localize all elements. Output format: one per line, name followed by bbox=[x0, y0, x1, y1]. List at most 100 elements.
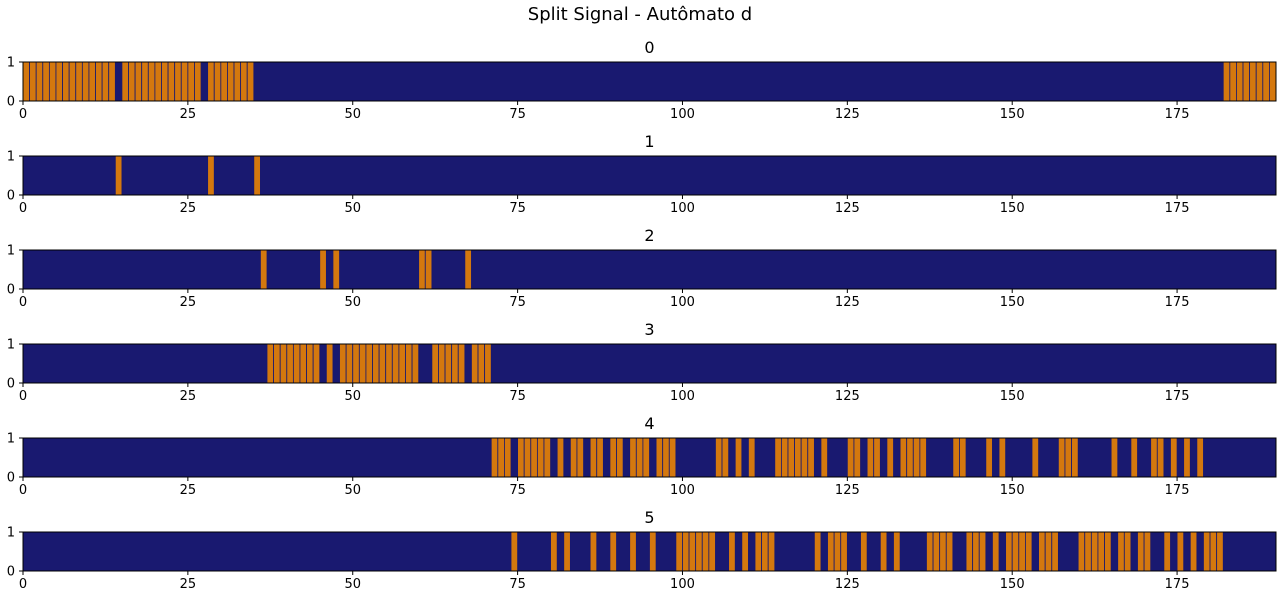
y-tick-label: 0 bbox=[7, 95, 15, 110]
x-tick-label: 150 bbox=[1000, 201, 1025, 216]
pulse-bar bbox=[411, 343, 420, 384]
x-tick-label: 175 bbox=[1165, 483, 1190, 498]
pulse-bar bbox=[879, 531, 888, 572]
panel-title: 2 bbox=[644, 226, 654, 245]
pulse-bar bbox=[1064, 437, 1072, 478]
pulse-bar bbox=[569, 437, 578, 478]
pulse-bar bbox=[675, 531, 683, 572]
pulse-bar bbox=[866, 437, 875, 478]
pulse-bar bbox=[385, 343, 393, 384]
pulse-bar bbox=[207, 61, 215, 102]
pulse-bar bbox=[1163, 531, 1171, 572]
pulse-bar bbox=[886, 437, 894, 478]
pulse-bar bbox=[576, 437, 584, 478]
x-tick-label: 150 bbox=[1000, 389, 1025, 404]
x-tick-label: 150 bbox=[1000, 295, 1025, 310]
pulse-bar bbox=[233, 61, 242, 102]
pulse-bar bbox=[161, 61, 169, 102]
pulse-bar bbox=[405, 343, 413, 384]
pulse-bar bbox=[319, 249, 327, 290]
x-tick-label: 50 bbox=[344, 577, 361, 592]
pulse-bar bbox=[1216, 531, 1224, 572]
pulse-bar bbox=[68, 61, 77, 102]
pulse-bar bbox=[1057, 437, 1066, 478]
y-tick-label: 1 bbox=[7, 526, 15, 541]
pulse-bar bbox=[398, 343, 406, 384]
x-tick-label: 75 bbox=[509, 201, 526, 216]
pulse-bar bbox=[833, 531, 842, 572]
pulse-bar bbox=[649, 531, 657, 572]
pulse-bar bbox=[22, 61, 30, 102]
x-tick-label: 125 bbox=[835, 483, 860, 498]
pulse-bar bbox=[227, 61, 235, 102]
x-tick-label: 0 bbox=[19, 295, 27, 310]
pulse-bar bbox=[253, 155, 261, 196]
pulse-bar bbox=[1170, 437, 1178, 478]
pulse-bar bbox=[339, 343, 347, 384]
axes-frame bbox=[22, 343, 1277, 384]
pulse-bar bbox=[748, 437, 756, 478]
pulse-bar bbox=[1255, 61, 1264, 102]
pulse-bar bbox=[62, 61, 70, 102]
x-tick-label: 0 bbox=[19, 389, 27, 404]
pulse-bar bbox=[1097, 531, 1105, 572]
panel-title: 1 bbox=[644, 132, 654, 151]
pulse-bar bbox=[279, 343, 288, 384]
x-tick-label: 25 bbox=[180, 577, 197, 592]
x-tick-label: 100 bbox=[670, 107, 695, 122]
x-tick-label: 175 bbox=[1165, 389, 1190, 404]
pulse-bar bbox=[42, 61, 50, 102]
pulse-bar bbox=[286, 343, 294, 384]
pulse-bar bbox=[701, 531, 710, 572]
pulse-bar bbox=[75, 61, 83, 102]
signal-background bbox=[23, 250, 1276, 289]
pulse-bar bbox=[510, 531, 519, 572]
pulse-bar bbox=[787, 437, 795, 478]
pulse-bar bbox=[906, 437, 914, 478]
pulse-bar bbox=[1249, 61, 1257, 102]
pulse-bar bbox=[780, 437, 789, 478]
pulse-bar bbox=[767, 531, 776, 572]
pulse-bar bbox=[55, 61, 63, 102]
pulse-bar bbox=[1031, 437, 1039, 478]
pulse-bar bbox=[873, 437, 881, 478]
panel-2: 2 0 25 50 75 100 125 150 175 0 1 bbox=[7, 226, 1277, 310]
pulse-bar bbox=[523, 437, 532, 478]
pulse-bar bbox=[860, 531, 868, 572]
pulse-bar bbox=[260, 249, 268, 290]
pulse-bar bbox=[101, 61, 110, 102]
pulse-bar bbox=[609, 531, 617, 572]
pulse-bar bbox=[754, 531, 763, 572]
x-tick-label: 150 bbox=[1000, 107, 1025, 122]
pulse-bar bbox=[1222, 61, 1231, 102]
pulse-bar bbox=[688, 531, 697, 572]
pulse-bar bbox=[457, 343, 466, 384]
pulse-bar bbox=[1110, 437, 1119, 478]
pulse-bar bbox=[154, 61, 162, 102]
pulse-bar bbox=[741, 531, 749, 572]
pulse-bar bbox=[609, 437, 617, 478]
pulse-bar bbox=[721, 437, 730, 478]
x-tick-label: 150 bbox=[1000, 577, 1025, 592]
pulse-bar bbox=[840, 531, 848, 572]
pulse-bar bbox=[174, 61, 182, 102]
pulse-bar bbox=[1203, 531, 1211, 572]
panel-title: 0 bbox=[644, 38, 654, 57]
pulse-bar bbox=[29, 61, 37, 102]
pulse-bar bbox=[820, 437, 828, 478]
y-tick-label: 1 bbox=[7, 338, 15, 353]
pulse-bar bbox=[827, 531, 835, 572]
pulse-bar bbox=[114, 155, 123, 196]
x-tick-label: 100 bbox=[670, 483, 695, 498]
y-tick-label: 0 bbox=[7, 377, 15, 392]
x-tick-label: 50 bbox=[344, 389, 361, 404]
x-tick-label: 50 bbox=[344, 107, 361, 122]
pulse-bar bbox=[682, 531, 690, 572]
panel-3: 3 0 25 50 75 100 125 150 175 0 1 bbox=[7, 320, 1277, 404]
x-tick-label: 125 bbox=[835, 107, 860, 122]
x-tick-label: 0 bbox=[19, 201, 27, 216]
x-tick-label: 125 bbox=[835, 295, 860, 310]
pulse-bar bbox=[484, 343, 492, 384]
pulse-bar bbox=[668, 437, 677, 478]
